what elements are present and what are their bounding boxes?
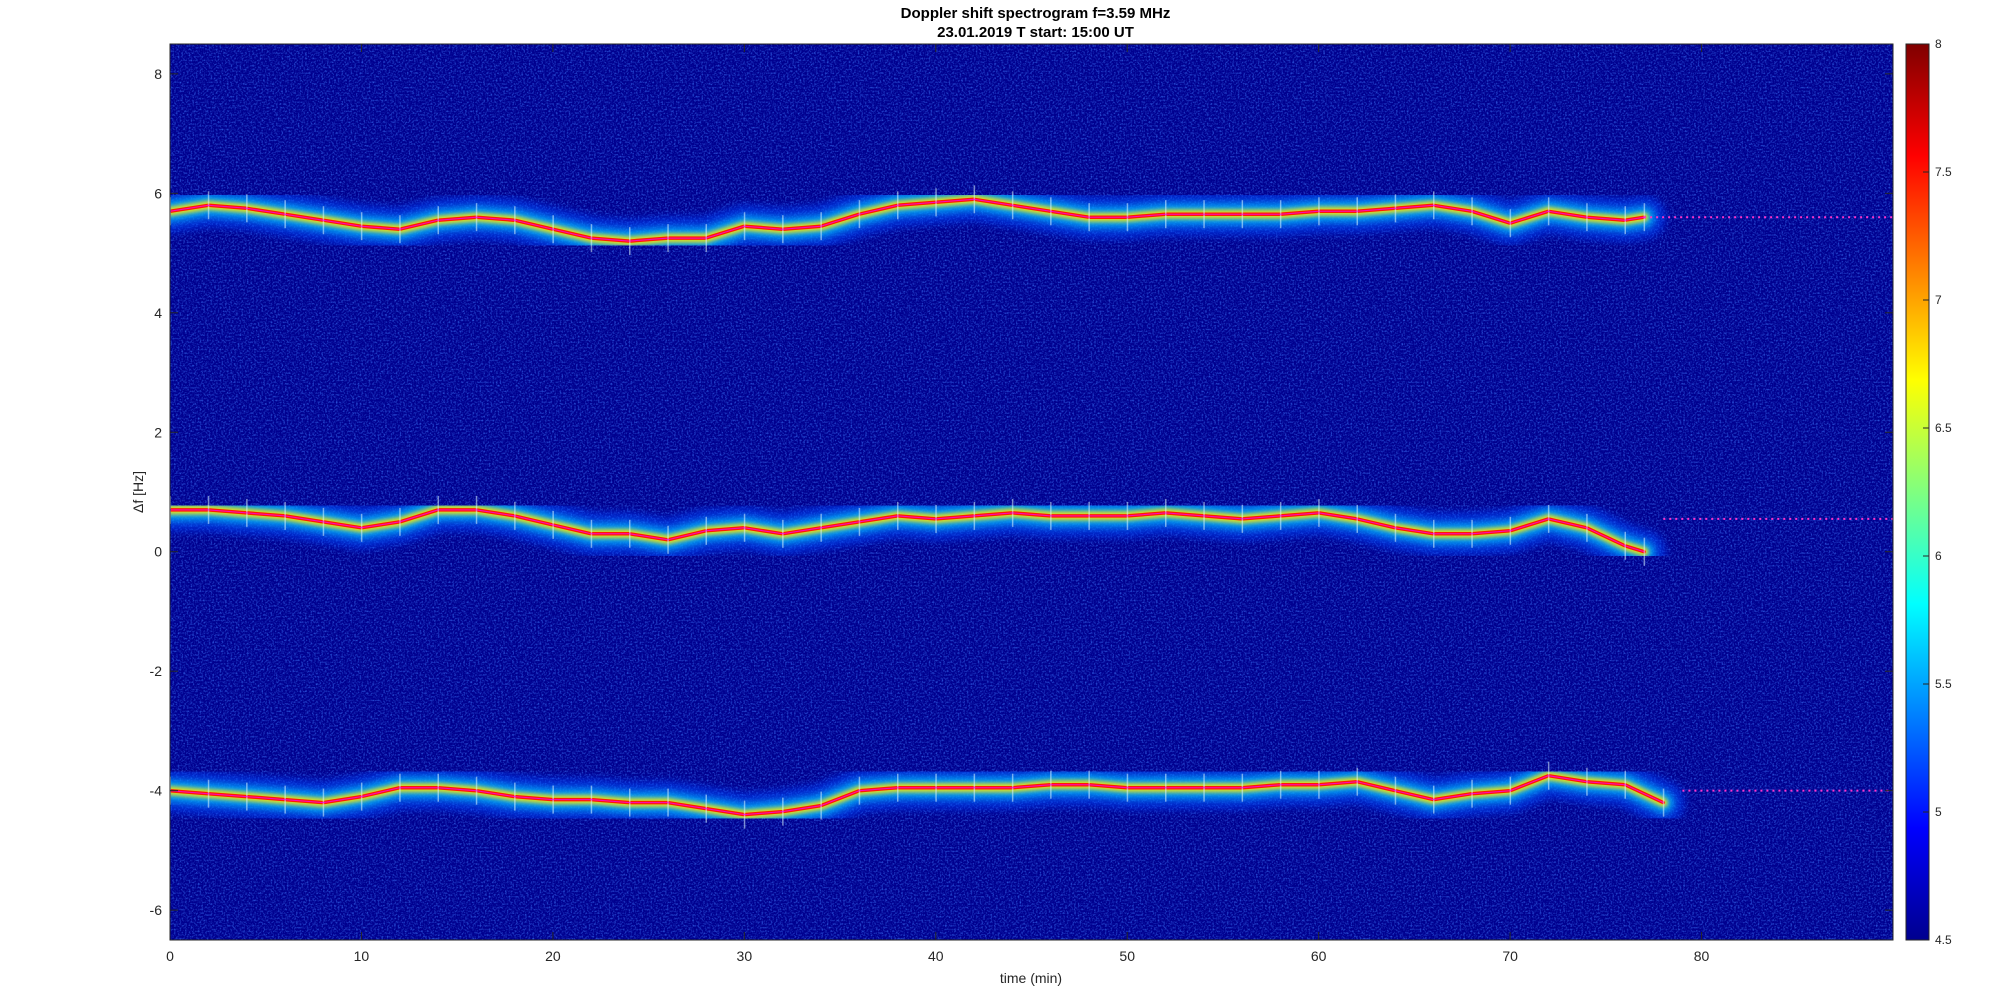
- colorbar-tick-label: 5.5: [1935, 677, 1952, 691]
- colorbar-tick-label: 4.5: [1935, 933, 1952, 947]
- trace-2: [170, 775, 1664, 816]
- x-tick-label: 80: [1694, 948, 1710, 964]
- plot-frame: [169, 43, 1894, 941]
- colorbar-tick-label: 6: [1935, 549, 1942, 563]
- colorbar-gradient: [1905, 43, 1930, 941]
- x-tick-label: 40: [928, 948, 944, 964]
- colorbar-tick-label: 5: [1935, 805, 1942, 819]
- y-tick-label: -4: [150, 783, 163, 799]
- y-tick-label: 0: [154, 544, 162, 560]
- chart-title-block: Doppler shift spectrogram f=3.59 MHz 23.…: [0, 4, 2000, 42]
- colorbar-tick-label: 7: [1935, 293, 1942, 307]
- trace-1: [170, 509, 1645, 553]
- x-tick-label: 10: [354, 948, 370, 964]
- trace-lines: [170, 198, 1893, 816]
- trace-0: [170, 198, 1645, 242]
- x-tick-label: 20: [545, 948, 561, 964]
- y-tick-label: 8: [154, 66, 162, 82]
- y-tick-label: 6: [154, 185, 162, 201]
- y-tick-label: 2: [154, 424, 162, 440]
- y-axis-label: Δf [Hz]: [130, 471, 146, 513]
- x-axis-label: time (min): [1000, 970, 1062, 986]
- chart-title: Doppler shift spectrogram f=3.59 MHz: [900, 5, 1171, 22]
- band-1-streak: [1643, 537, 1646, 566]
- y-tick-label: -6: [150, 902, 163, 918]
- x-tick-label: 60: [1311, 948, 1327, 964]
- plot-area: [169, 43, 1894, 941]
- y-tick-label: 4: [154, 305, 162, 321]
- x-tick-label: 0: [166, 948, 174, 964]
- y-axis-ticks: -6 -4 -2 0 2 4 6 8: [150, 66, 1893, 918]
- chart-subtitle: 23.01.2019 T start: 15:00 UT: [937, 24, 1134, 41]
- x-axis-ticks: 0 10 20 30 40 50 60 70 80: [166, 44, 1710, 964]
- x-tick-label: 30: [737, 948, 753, 964]
- axes: 0 10 20 30 40 50 60 70 80 -6 -4 -2 0 2 4 6 8 time (min)…: [130, 44, 1893, 986]
- y-tick-label: -2: [150, 663, 163, 679]
- colorbar-tick-label: 8: [1935, 37, 1942, 51]
- band-2-streak: [1662, 788, 1665, 817]
- colorbar: 4.5 5 5.5 6 6.5 7 7.5 8: [1905, 37, 1952, 947]
- colorbar-tick-label: 6.5: [1935, 421, 1952, 435]
- colorbar-ticks: 4.5 5 5.5 6 6.5 7 7.5 8: [1923, 37, 1952, 947]
- x-tick-label: 70: [1502, 948, 1518, 964]
- colorbar-tick-label: 7.5: [1935, 165, 1952, 179]
- x-tick-label: 50: [1119, 948, 1135, 964]
